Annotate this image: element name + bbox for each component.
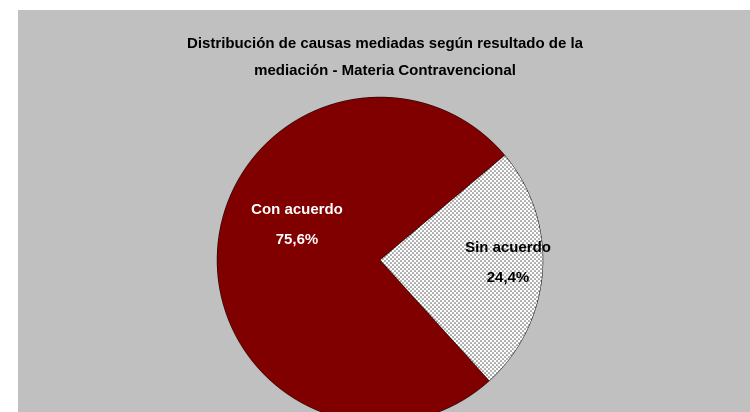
slice-value-label: 75,6% — [276, 231, 319, 248]
slice-category-label: Sin acuerdo — [465, 239, 551, 256]
chart-title: mediación - Materia Contravencional — [254, 62, 516, 79]
slice-value-label: 24,4% — [487, 269, 530, 286]
slice-category-label: Con acuerdo — [251, 201, 343, 218]
pie-slice — [216, 96, 506, 412]
pie-slice — [379, 154, 544, 382]
chart-title: Distribución de causas mediadas según re… — [187, 35, 584, 52]
